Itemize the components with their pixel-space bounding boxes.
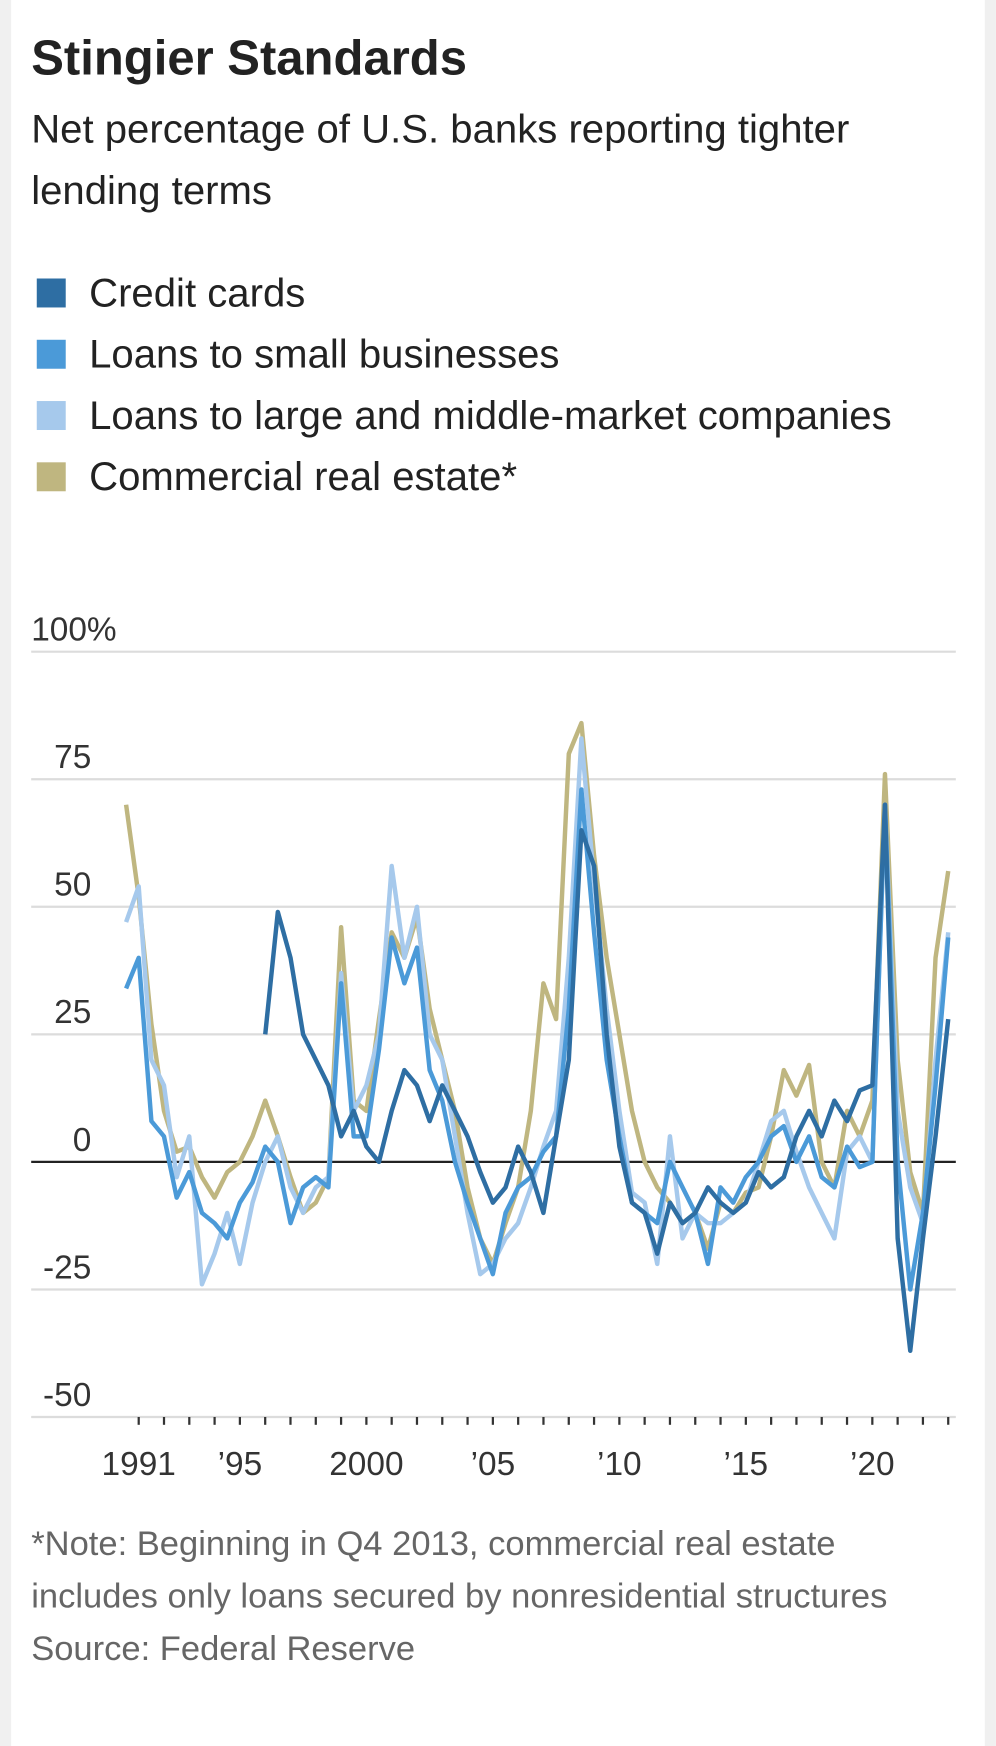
legend-swatch: [36, 278, 66, 308]
x-tick-label: ’20: [850, 1446, 895, 1483]
legend-item: Credit cards: [31, 265, 956, 321]
chart-title: Stingier Standards: [31, 31, 467, 86]
legend-label: Loans to small businesses: [89, 330, 560, 377]
y-tick-label: 0: [73, 1122, 92, 1159]
x-tick-label: ’95: [218, 1446, 263, 1483]
legend-label: Commercial real estate*: [89, 453, 518, 500]
series-line: [124, 787, 951, 1292]
y-tick-label: 75: [54, 739, 91, 776]
legend-item: Loans to small businesses: [31, 326, 956, 382]
y-tick-label: -25: [43, 1249, 91, 1286]
legend-label: Loans to large and middle-market compani…: [89, 392, 892, 438]
legend: Credit cards Loans to small businesses Loa…: [31, 265, 956, 510]
y-tick-label: 100%: [31, 612, 116, 649]
y-tick-label: 50: [54, 867, 91, 904]
chart-subtitle: Net percentage of U.S. banks reporting t…: [31, 105, 850, 213]
legend-swatch: [36, 401, 66, 431]
y-tick-label: 25: [54, 994, 91, 1031]
source: Source: Federal Reserve: [31, 1628, 416, 1668]
legend-swatch: [36, 462, 66, 492]
legend-label: Credit cards: [89, 269, 306, 316]
note: *Note: Beginning in Q4 2013, commercial …: [31, 1523, 888, 1616]
footer: *Note: Beginning in Q4 2013, commercial …: [31, 1517, 956, 1674]
x-tick-label: 2000: [329, 1446, 403, 1483]
series-line: [123, 720, 951, 1267]
series-line: [263, 802, 951, 1353]
legend-item: Commercial real estate*: [31, 449, 956, 505]
series-line: [124, 736, 951, 1287]
legend-swatch: [36, 339, 66, 369]
legend-item: Loans to large and middle-market compani…: [31, 388, 956, 444]
x-tick-label: ’15: [724, 1446, 769, 1483]
x-tick-label: ’05: [471, 1446, 516, 1483]
x-tick-label: ’10: [597, 1446, 642, 1483]
x-tick-label: 1991: [102, 1446, 176, 1483]
y-tick-label: -50: [43, 1377, 91, 1414]
